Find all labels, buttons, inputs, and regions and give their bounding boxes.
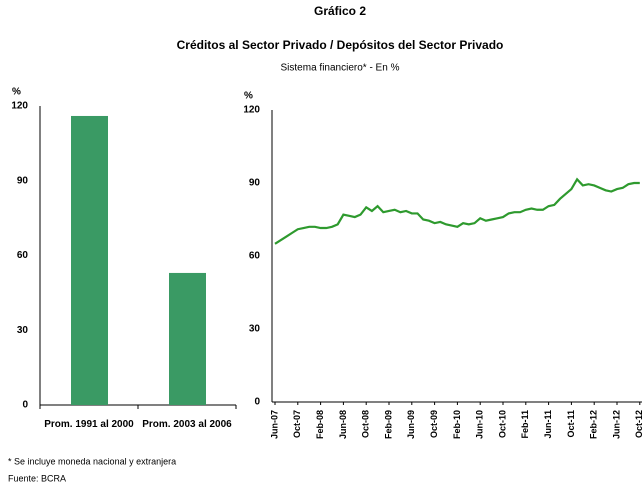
y-tick-label: 30	[249, 324, 261, 335]
y-tick-label: 60	[249, 251, 261, 262]
x-tick-label: Oct-09	[429, 410, 439, 438]
source: Fuente: BCRA	[8, 473, 66, 483]
x-tick-label: Oct-08	[361, 410, 371, 438]
y-tick-label: 0	[22, 400, 28, 411]
bar	[169, 272, 206, 405]
x-tick-label: Oct-10	[497, 410, 507, 438]
footnote: * Se incluye moneda nacional y extranjer…	[8, 456, 176, 466]
y-tick-label: 0	[254, 397, 260, 408]
y-tick-label: 30	[17, 325, 29, 336]
bar	[71, 115, 108, 405]
x-tick-label: Feb-09	[383, 410, 393, 439]
x-tick-label: Jun-07	[269, 410, 279, 439]
x-tick-label: Feb-08	[315, 410, 325, 439]
subtitle: Créditos al Sector Privado / Depósitos d…	[177, 38, 504, 52]
x-tick-label: Oct-12	[634, 410, 642, 438]
y-tick-label: 90	[17, 175, 29, 186]
y-tick-label: 60	[17, 250, 29, 261]
line	[274, 177, 640, 245]
x-tick-label: Jun-11	[543, 410, 553, 439]
x-tick-label: Feb-10	[452, 410, 462, 439]
x-tick-label: Jun-12	[611, 410, 621, 439]
title: Gráfico 2	[314, 4, 366, 18]
x-tick-label: Prom. 2003 al 2006	[142, 419, 232, 430]
y-tick-label: 120	[11, 101, 28, 112]
y-axis-label: %	[12, 87, 21, 98]
y-tick-label: 90	[249, 178, 261, 189]
x-tick-label: Jun-10	[475, 410, 485, 439]
x-tick-label: Oct-11	[566, 410, 576, 438]
x-tick-label: Feb-11	[520, 410, 530, 439]
x-tick-label: Jun-09	[406, 410, 416, 439]
note: Sistema financiero* - En %	[281, 63, 400, 74]
x-tick-label: Prom. 1991 al 2000	[44, 419, 134, 430]
y-tick-label: 120	[243, 105, 260, 116]
x-tick-label: Jun-08	[338, 410, 348, 439]
x-tick-label: Oct-07	[292, 410, 302, 438]
y-axis-label: %	[244, 91, 253, 102]
x-tick-label: Feb-12	[589, 410, 599, 439]
